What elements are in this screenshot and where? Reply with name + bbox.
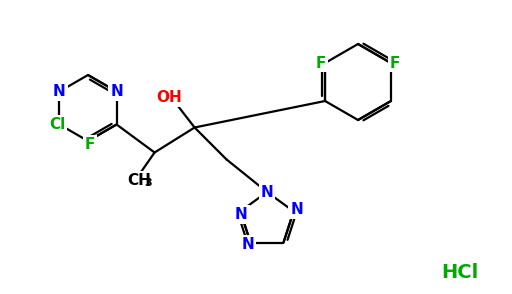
Text: N: N: [110, 84, 123, 99]
Text: N: N: [53, 84, 66, 99]
Text: N: N: [241, 237, 254, 252]
Text: 3: 3: [145, 178, 153, 188]
Text: CH: CH: [127, 173, 152, 188]
Text: Cl: Cl: [49, 117, 66, 132]
Text: N: N: [261, 185, 273, 200]
Text: F: F: [316, 56, 326, 71]
Text: N: N: [235, 207, 248, 222]
Text: F: F: [390, 56, 400, 71]
Text: OH: OH: [157, 90, 182, 105]
Text: F: F: [85, 136, 95, 151]
Text: HCl: HCl: [441, 263, 479, 281]
Text: N: N: [290, 202, 303, 217]
